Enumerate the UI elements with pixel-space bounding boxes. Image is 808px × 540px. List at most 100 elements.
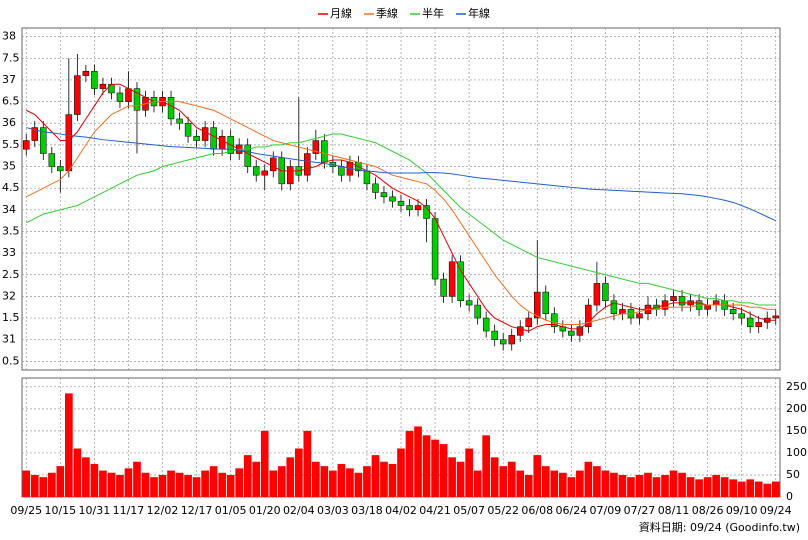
x-tick-label: 12/02 bbox=[147, 504, 179, 517]
candle-body bbox=[542, 291, 550, 314]
x-tick-label: 11/17 bbox=[113, 504, 145, 517]
volume-bar bbox=[252, 461, 261, 497]
volume-bar bbox=[158, 474, 167, 497]
volume-bar bbox=[201, 470, 209, 497]
candle-body bbox=[380, 192, 388, 198]
volume-bar bbox=[439, 444, 448, 497]
y-tick-label: 7.5 bbox=[2, 51, 20, 64]
volume-bar bbox=[363, 466, 371, 497]
volume-bar bbox=[567, 477, 576, 497]
x-tick-label: 03/03 bbox=[317, 504, 349, 517]
volume-bar bbox=[371, 455, 380, 497]
candle-body bbox=[491, 330, 498, 340]
volume-bar bbox=[729, 479, 737, 497]
volume-bar bbox=[346, 468, 354, 497]
candle-body bbox=[670, 296, 677, 301]
y-tick-label: 1.5 bbox=[2, 311, 20, 324]
x-tick-label: 09/24 bbox=[760, 504, 792, 517]
volume-bar bbox=[184, 474, 192, 497]
candle-body bbox=[218, 135, 226, 150]
x-tick-label: 05/07 bbox=[453, 504, 485, 517]
source-note: 資料日期: 09/24 (Goodinfo.tw) bbox=[639, 520, 800, 534]
volume-bar bbox=[150, 477, 158, 497]
candle-body bbox=[184, 122, 192, 137]
volume-bar bbox=[576, 470, 584, 497]
x-tick-label: 12/17 bbox=[181, 504, 213, 517]
ma-line bbox=[26, 101, 776, 326]
volume-bar bbox=[644, 472, 652, 497]
volume-bar bbox=[558, 472, 567, 497]
x-tick-label: 08/26 bbox=[692, 504, 724, 517]
volume-bar bbox=[541, 466, 550, 497]
candle-body bbox=[372, 183, 379, 193]
volume-bar bbox=[260, 430, 269, 497]
candle-body bbox=[602, 283, 609, 301]
volume-bar bbox=[209, 466, 218, 497]
legend-label: 年線 bbox=[468, 6, 490, 20]
y-tick-label: 5.5 bbox=[2, 138, 20, 151]
volume-bar bbox=[465, 448, 473, 497]
x-tick-label: 07/09 bbox=[590, 504, 622, 517]
y-tick-label: 33 bbox=[2, 246, 16, 259]
ma-line bbox=[26, 83, 776, 332]
ma-line bbox=[26, 133, 776, 306]
volume-bar bbox=[124, 468, 133, 497]
volume-bar bbox=[507, 461, 516, 497]
volume-bar bbox=[414, 426, 422, 497]
y-tick-label: 2.5 bbox=[2, 268, 20, 281]
x-tick-label: 05/22 bbox=[487, 504, 519, 517]
candle-body bbox=[482, 317, 490, 332]
volume-bar bbox=[703, 477, 712, 497]
y-tick-label: 0.5 bbox=[2, 354, 20, 367]
candle-body bbox=[133, 88, 141, 111]
x-tick-label: 04/21 bbox=[419, 504, 451, 517]
volume-bar bbox=[422, 435, 431, 497]
volume-bar bbox=[754, 481, 763, 497]
volume-bar bbox=[686, 477, 695, 497]
volume-tick-label: 50 bbox=[786, 468, 800, 481]
volume-bar bbox=[533, 455, 542, 497]
volume-bar bbox=[499, 466, 508, 497]
volume-bar bbox=[133, 461, 141, 497]
candle-body bbox=[23, 140, 30, 150]
volume-bar bbox=[337, 463, 346, 497]
candle-body bbox=[534, 291, 541, 319]
candle-body bbox=[636, 313, 643, 319]
volume-bar bbox=[601, 470, 610, 497]
volume-bar bbox=[47, 472, 56, 497]
ma-line bbox=[26, 127, 776, 222]
volume-bar bbox=[524, 474, 533, 497]
volume-bar bbox=[167, 470, 175, 497]
candle-body bbox=[116, 92, 124, 102]
candle-body bbox=[312, 140, 320, 154]
x-tick-label: 01/20 bbox=[249, 504, 281, 517]
candle-body bbox=[610, 300, 618, 314]
legend-label: 半年 bbox=[422, 6, 444, 20]
candle-body bbox=[74, 75, 81, 115]
x-tick-label: 10/15 bbox=[44, 504, 76, 517]
volume-bar bbox=[661, 474, 669, 497]
volume-bar bbox=[405, 430, 414, 497]
volume-bar bbox=[107, 472, 116, 497]
legend-label: 月線 bbox=[330, 6, 352, 20]
volume-bar bbox=[763, 483, 772, 497]
y-tick-label: 32 bbox=[2, 289, 16, 302]
volume-bar bbox=[56, 466, 65, 497]
candle-body bbox=[585, 304, 592, 327]
volume-bar bbox=[771, 481, 780, 497]
y-tick-label: 35 bbox=[2, 160, 16, 173]
candle-body bbox=[99, 84, 107, 89]
candle-body bbox=[406, 205, 413, 211]
x-tick-label: 03/18 bbox=[351, 504, 383, 517]
volume-bar bbox=[39, 477, 48, 497]
y-tick-label: 6.5 bbox=[2, 95, 20, 108]
volume-bar bbox=[354, 472, 363, 497]
candle-body bbox=[244, 144, 251, 167]
y-tick-label: 37 bbox=[2, 73, 16, 86]
x-tick-label: 06/08 bbox=[521, 504, 553, 517]
y-tick-label: 3.5 bbox=[2, 224, 20, 237]
volume-bar bbox=[65, 393, 73, 497]
candle-body bbox=[619, 309, 626, 314]
volume-bar bbox=[584, 461, 593, 497]
